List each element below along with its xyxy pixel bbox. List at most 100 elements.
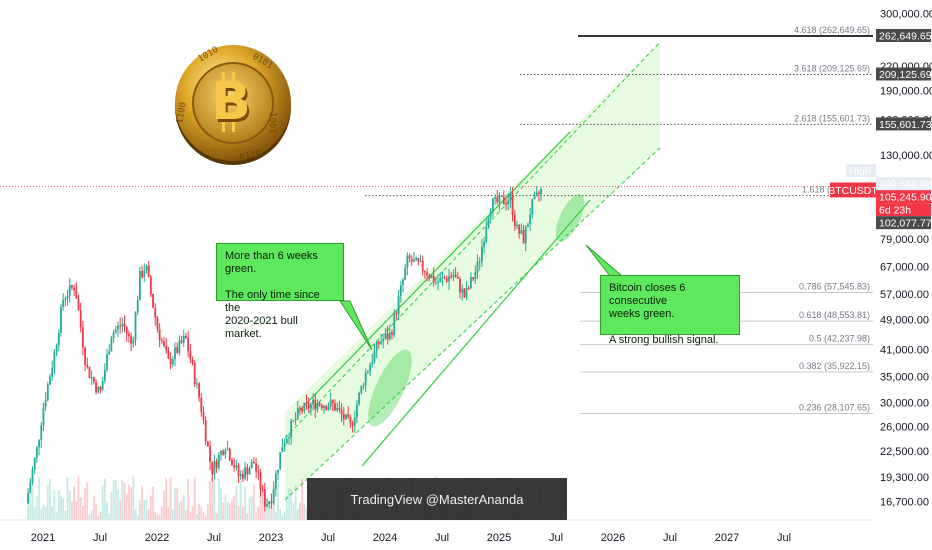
candle-body [312,399,314,405]
volume-bar [266,498,268,520]
volume-bar [279,508,282,520]
volume-bar [169,477,172,520]
candle-body [415,257,418,260]
volume-bar [299,502,301,520]
volume-bar [167,507,170,520]
volume-bar [200,507,203,520]
candle-body [224,449,227,455]
candle-body [106,354,108,370]
candle-body [285,438,288,444]
candle-body [40,425,43,440]
candle-body [130,336,133,344]
fib-label: 0.786 (57,545.83) [799,281,870,291]
volume-bar [73,486,76,520]
candle-body [516,224,518,227]
candle-body [531,199,534,215]
x-tick-label: 2024 [373,532,397,544]
candle-body [459,278,461,293]
candle-body [156,317,159,330]
fib-label: 1.618 ( [802,185,830,195]
volume-bar [121,479,124,520]
candle-body [485,227,488,242]
candle-body [362,385,365,387]
candle-body [149,276,152,294]
candle-body [299,408,301,410]
volume-bar [156,514,159,520]
candle-body [263,489,266,507]
candle-body [217,455,220,468]
candle-body [259,472,262,489]
candle-body [213,460,216,475]
candle-body [174,347,176,360]
candle-body [66,296,69,299]
candle-body [206,441,209,447]
candle-body [125,326,128,334]
candle-body [529,214,532,225]
volume-bar [211,476,214,520]
candle-body [279,452,282,470]
volume-bar [57,490,60,520]
candle-body [520,229,523,234]
candle-body [103,369,106,381]
volume-bar [213,479,216,520]
x-tick-label: 2023 [259,532,283,544]
price-axis[interactable]: 300,000.00220,000.00190,000.00160,000.00… [880,9,932,509]
volume-bar [101,485,104,520]
candle-body [419,260,422,262]
candle-body [450,276,453,278]
candle-body [347,414,350,418]
candle-body [305,402,308,404]
volume-bar [259,488,262,520]
callout-pointers [339,244,624,351]
volume-bar [46,485,49,520]
candle-body [281,446,284,453]
candle-body [112,332,115,339]
candle-body [154,307,157,318]
candle-body [331,400,334,404]
highlight-2025 [555,194,585,242]
price-tag [846,164,876,178]
candle-body [235,465,238,468]
fib-label: 4.618 (262,649.65) [794,25,870,35]
volume-bar [187,479,190,520]
candle-body [189,350,192,360]
volume-bar [268,506,271,520]
candle-body [487,217,490,228]
volume-bar [215,513,218,520]
y-tick-label: 57,000.00 [880,289,929,301]
candle-body [49,376,51,385]
candle-body [185,335,187,339]
price-tag-text: 105,245.90 [879,192,932,204]
candle-body [187,338,190,351]
candle-body [494,196,496,199]
volume-bar [84,488,86,520]
candle-body [507,200,510,204]
fibonacci-levels: 4.618 (262,649.65) 3.618 (209,125.69) 2.61… [0,25,873,414]
volume-bar [242,507,244,520]
candle-body [413,259,415,262]
y-tick-label: 300,000.00 [880,9,932,21]
channel-lower-dashed [284,147,661,501]
volume-bar [206,503,209,520]
x-tick-label: 2022 [145,532,169,544]
candle-body [448,276,450,282]
volume-bar [53,489,56,520]
candle-body [38,439,40,448]
y-tick-label: 30,000.00 [880,397,929,409]
candle-body [176,347,179,353]
price-tag [876,203,931,217]
candle-body [272,489,275,504]
candle-body [239,473,242,477]
candle-body [538,192,540,195]
volume-bar [149,495,152,520]
right-callout-pointer [585,244,624,277]
x-tick-label: Jul [207,532,221,544]
candle-body [334,403,336,411]
candle-body [261,488,264,490]
candle-body [314,399,317,410]
time-axis[interactable]: 2021 Jul 2022 Jul 2023 Jul 2024 Jul 2025 Jul 2026 J… [0,519,873,544]
watermark: TradingView @MasterAnanda [307,478,567,520]
candle-body [283,443,286,447]
volume-bar [158,514,161,520]
